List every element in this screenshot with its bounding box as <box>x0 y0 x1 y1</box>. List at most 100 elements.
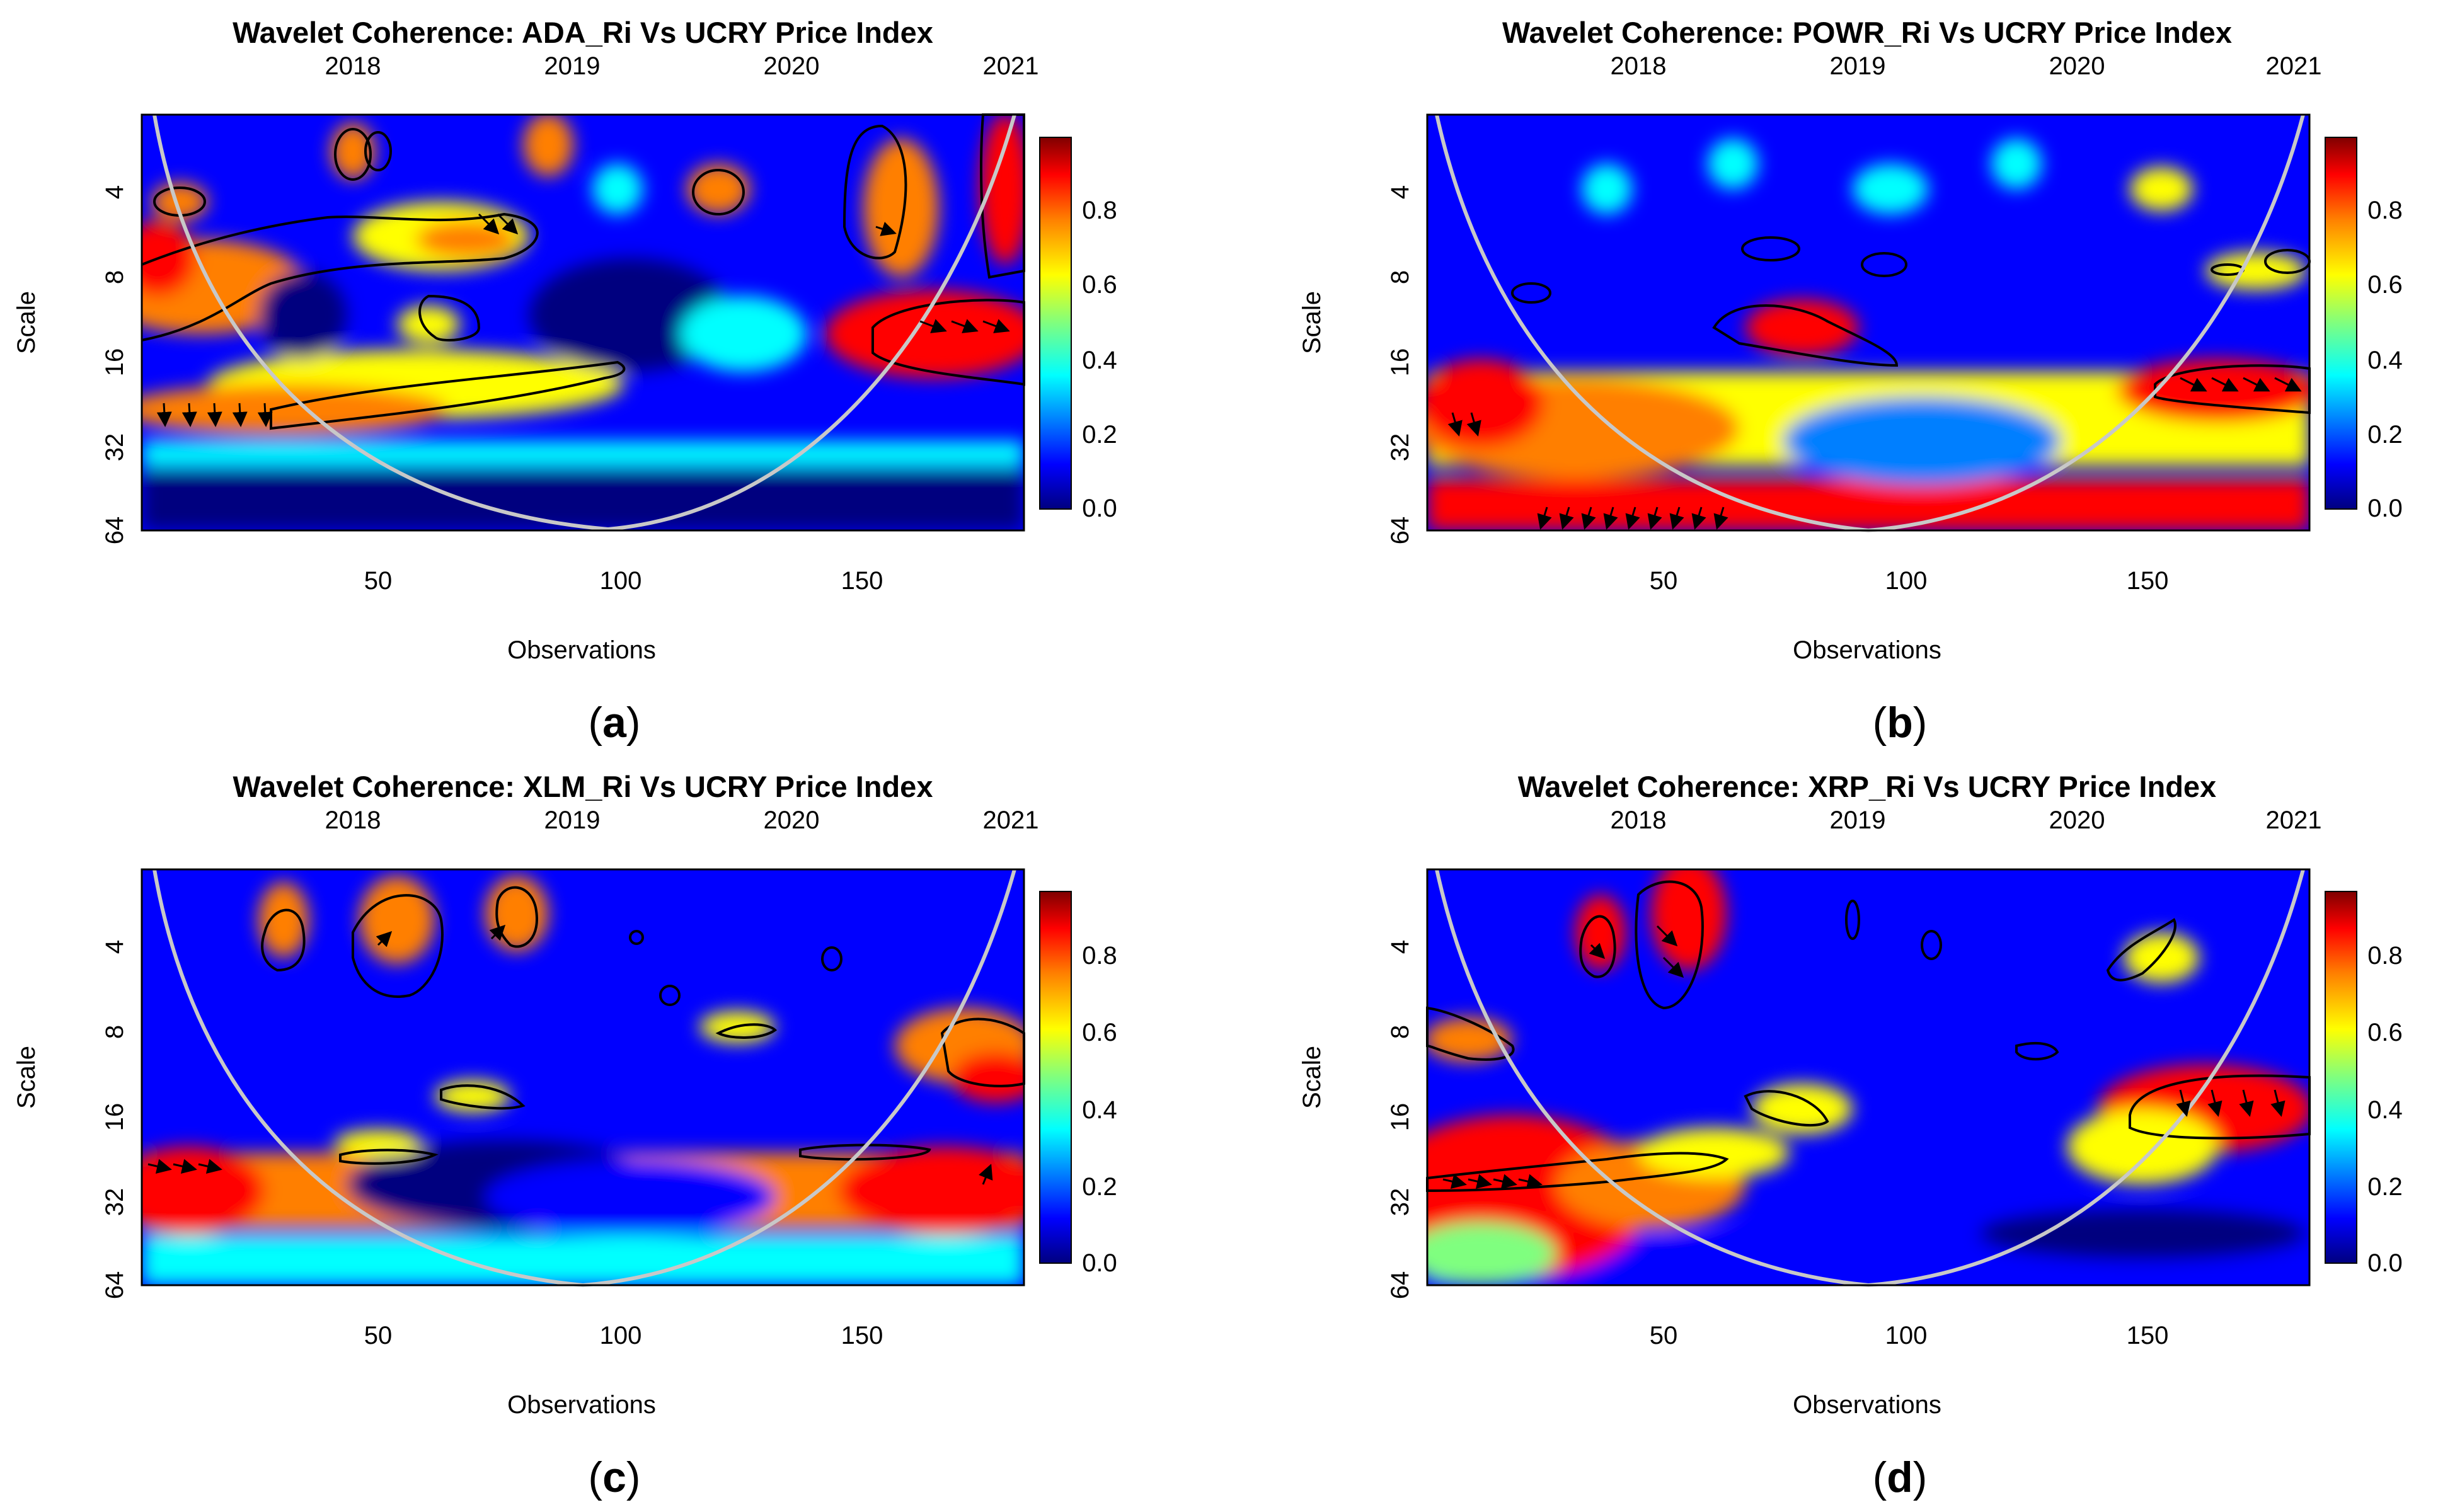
top-tick-2019: 2019 <box>1830 52 1886 80</box>
x-tick: 150 <box>2127 567 2169 595</box>
plot-frame <box>141 113 1025 532</box>
panel-caption: (c) <box>588 1453 640 1501</box>
top-tick-2019: 2019 <box>1830 806 1886 834</box>
y-tick: 4 <box>101 940 129 954</box>
y-tick: 4 <box>1386 185 1414 199</box>
cone-of-influence <box>152 114 1016 532</box>
top-tick-2021: 2021 <box>983 806 1039 834</box>
top-tick-2019: 2019 <box>544 806 601 834</box>
y-axis-label: Scale <box>1298 291 1326 354</box>
y-axis: Scale 4 8 16 32 64 <box>13 185 129 544</box>
y-tick: 8 <box>1386 1025 1414 1039</box>
coherence-field <box>1427 869 2309 1285</box>
top-tick-2020: 2020 <box>764 806 820 834</box>
heatmap-plot-area <box>141 868 1025 1288</box>
x-tick: 50 <box>364 1322 393 1349</box>
y-axis: Scale 4 8 16 32 64 <box>1298 940 1414 1299</box>
y-tick: 8 <box>101 270 129 284</box>
x-tick: 100 <box>600 567 642 595</box>
y-tick: 8 <box>101 1025 129 1039</box>
x-axis-label: Observations <box>1793 1391 1941 1419</box>
colorbar-tick: 0.6 <box>2367 1019 2403 1046</box>
phase-arrows <box>1442 925 2286 1189</box>
y-tick: 32 <box>101 433 129 462</box>
colorbar: 0.0 0.2 0.4 0.6 0.8 <box>1039 137 1117 522</box>
y-tick: 64 <box>1386 1271 1414 1300</box>
top-tick-2020: 2020 <box>764 52 820 80</box>
colorbar: 0.0 0.2 0.4 0.6 0.8 <box>2325 137 2403 522</box>
y-tick: 32 <box>101 1188 129 1217</box>
x-axis-label: Observations <box>507 1391 656 1419</box>
colorbar-tick: 0.2 <box>1082 421 1117 449</box>
phase-arrows <box>1447 377 2302 530</box>
x-tick: 100 <box>1885 567 1928 595</box>
panel-title: Wavelet Coherence: POWR_Ri Vs UCRY Price… <box>1502 16 2232 49</box>
x-tick: 150 <box>2127 1322 2169 1349</box>
y-tick: 16 <box>1386 1103 1414 1131</box>
heatmap-plot-area <box>1426 113 2311 533</box>
colorbar: 0.0 0.2 0.4 0.6 0.8 <box>1039 891 1117 1277</box>
colorbar-tick: 0.4 <box>2367 346 2403 374</box>
colorbar-tick: 0.0 <box>2367 495 2403 522</box>
panel-caption: (a) <box>588 699 640 747</box>
colorbar-tick: 0.0 <box>1082 495 1117 522</box>
panel-a: Wavelet Coherence: ADA_Ri Vs UCRY Price … <box>13 16 1117 747</box>
top-tick-2019: 2019 <box>544 52 601 80</box>
colorbar-tick: 0.8 <box>1082 197 1117 224</box>
significance-contours <box>1426 880 2311 1193</box>
x-tick: 150 <box>841 1322 883 1349</box>
x-axis: 50 100 150 Observations <box>1650 567 2169 664</box>
x-axis: 50 100 150 Observations <box>364 567 883 664</box>
panel-title: Wavelet Coherence: XLM_Ri Vs UCRY Price … <box>233 770 933 803</box>
top-tick-2018: 2018 <box>325 806 381 834</box>
y-tick: 16 <box>101 348 129 377</box>
y-tick: 8 <box>1386 270 1414 284</box>
y-tick: 16 <box>101 1103 129 1131</box>
panel-b: Wavelet Coherence: POWR_Ri Vs UCRY Price… <box>1298 16 2403 747</box>
colorbar-tick: 0.6 <box>1082 1019 1117 1046</box>
top-year-axis: 2018 2019 2020 2021 <box>325 806 1039 834</box>
y-tick: 4 <box>101 185 129 199</box>
top-tick-2021: 2021 <box>983 52 1039 80</box>
y-tick: 4 <box>1386 940 1414 954</box>
colorbar: 0.0 0.2 0.4 0.6 0.8 <box>2325 891 2403 1277</box>
y-axis-label: Scale <box>13 291 40 354</box>
colorbar-tick: 0.4 <box>1082 1096 1117 1124</box>
x-axis: 50 100 150 Observations <box>1650 1322 2169 1419</box>
panel-c: Wavelet Coherence: XLM_Ri Vs UCRY Price … <box>13 770 1117 1501</box>
x-axis-label: Observations <box>1793 636 1941 664</box>
y-tick: 32 <box>1386 433 1414 462</box>
colorbar-tick: 0.0 <box>2367 1249 2403 1277</box>
x-axis-label: Observations <box>507 636 656 664</box>
y-tick: 64 <box>1386 517 1414 545</box>
coherence-field <box>142 876 1024 1285</box>
top-tick-2021: 2021 <box>2266 52 2322 80</box>
colorbar-tick: 0.4 <box>2367 1096 2403 1124</box>
x-tick: 50 <box>364 567 393 595</box>
colorbar-tick: 0.2 <box>2367 1173 2403 1201</box>
y-tick: 64 <box>101 517 129 545</box>
top-tick-2018: 2018 <box>325 52 381 80</box>
y-axis-label: Scale <box>13 1046 40 1109</box>
top-tick-2020: 2020 <box>2049 806 2105 834</box>
phase-arrows <box>156 213 1010 427</box>
colorbar-tick: 0.0 <box>1082 1249 1117 1277</box>
plot-frame <box>1426 113 2311 532</box>
significance-contours <box>261 886 1025 1165</box>
colorbar-tick: 0.4 <box>1082 346 1117 374</box>
significance-contours <box>1511 236 2311 415</box>
colorbar-tick: 0.2 <box>1082 1173 1117 1201</box>
colorbar-tick: 0.6 <box>1082 271 1117 299</box>
top-tick-2018: 2018 <box>1611 52 1667 80</box>
top-tick-2018: 2018 <box>1611 806 1667 834</box>
x-axis: 50 100 150 Observations <box>364 1322 883 1419</box>
panel-d: Wavelet Coherence: XRP_Ri Vs UCRY Price … <box>1298 770 2403 1501</box>
colorbar-tick: 0.8 <box>2367 942 2403 970</box>
top-year-axis: 2018 2019 2020 2021 <box>1611 806 2322 834</box>
x-tick: 50 <box>1650 1322 1678 1349</box>
coherence-field <box>1427 139 2309 530</box>
colorbar-tick: 0.2 <box>2367 421 2403 449</box>
phase-arrows <box>147 924 993 1185</box>
y-axis: Scale 4 8 16 32 64 <box>1298 185 1414 544</box>
